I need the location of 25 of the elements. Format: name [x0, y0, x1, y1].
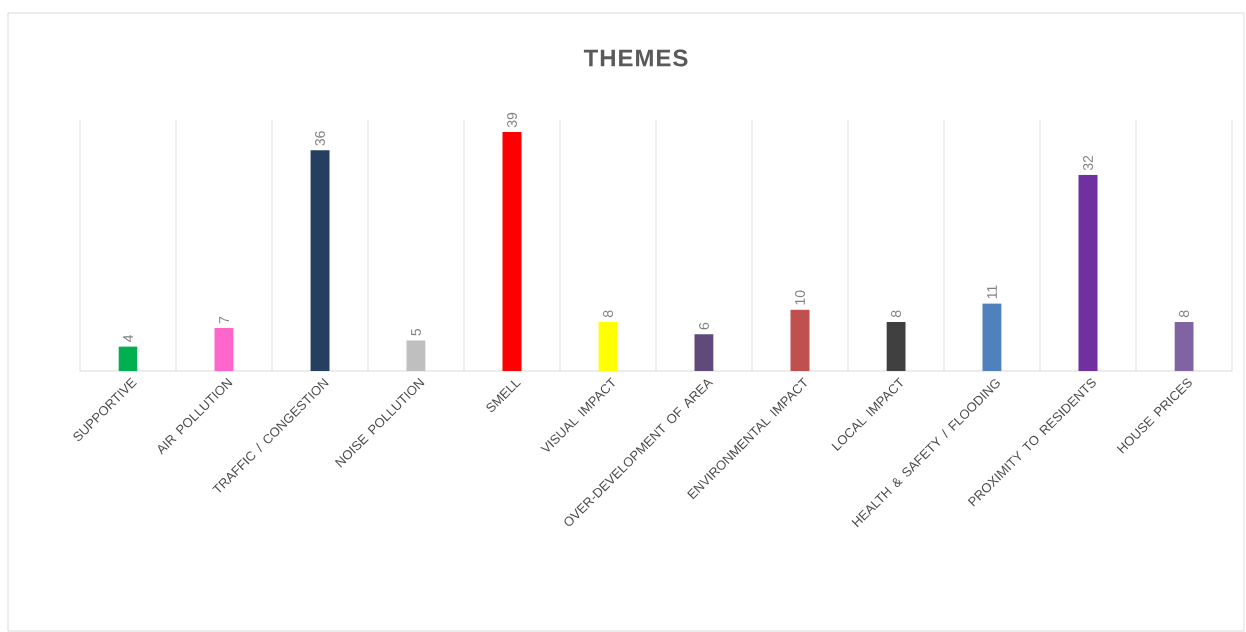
bar — [406, 340, 426, 371]
bar — [1078, 174, 1098, 371]
bar — [118, 346, 138, 371]
data-label: 10 — [795, 290, 805, 305]
bar — [790, 309, 810, 371]
data-label: 39 — [507, 112, 517, 128]
bar — [310, 150, 330, 371]
data-label: 4 — [123, 334, 133, 342]
bar — [598, 321, 618, 371]
data-label: 8 — [891, 310, 901, 318]
data-label: 6 — [699, 322, 709, 330]
data-label: 11 — [987, 285, 997, 299]
bar — [1174, 321, 1194, 371]
data-label: 5 — [411, 328, 421, 336]
bar — [982, 303, 1002, 371]
data-label: 36 — [315, 131, 325, 146]
data-label: 8 — [603, 310, 613, 318]
data-label: 8 — [1179, 310, 1189, 318]
bar — [694, 334, 714, 371]
bar — [886, 321, 906, 371]
chart-title: THEMES — [583, 49, 688, 67]
data-label: 32 — [1083, 155, 1093, 171]
data-label: 7 — [219, 316, 229, 324]
bar — [502, 131, 522, 371]
bar — [214, 328, 234, 371]
